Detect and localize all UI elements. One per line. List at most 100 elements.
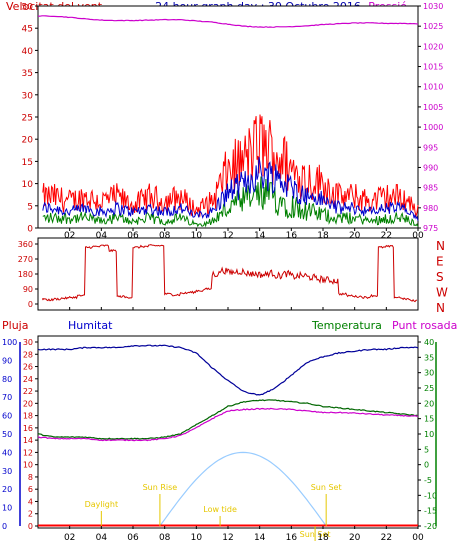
humidity-x-tick-label: 06 <box>127 533 139 543</box>
wind-min-line <box>42 176 419 228</box>
wind-x-tick-label: 14 <box>254 231 266 241</box>
wind-axis-tick-label: 25 <box>22 114 33 124</box>
humidity-panel: 0102030405060708090100024681012141618202… <box>2 338 437 543</box>
rain-axis-tick-label: 14 <box>23 436 33 445</box>
humidity-panel-frame <box>37 335 419 529</box>
humidity-axis-tick-label: 10 <box>2 504 12 513</box>
humidity-x-tick-label: 08 <box>159 533 171 543</box>
direction-axis-tick-label: 360 <box>18 240 33 249</box>
humidity-axis-tick-label: 40 <box>2 448 12 457</box>
humidity-x-tick-label: 14 <box>254 533 266 543</box>
event-label: Low tide <box>203 505 237 514</box>
wind-axis-tick-label: 0 <box>27 225 33 235</box>
rain-axis-tick-label: 20 <box>23 399 33 408</box>
pressure-axis-tick-label: 985 <box>423 184 438 193</box>
humidity-axis-tick-label: 60 <box>2 412 12 421</box>
wind-x-tick-label: 02 <box>64 231 75 241</box>
wind-x-tick-label: 20 <box>349 231 361 241</box>
temperature-axis-tick-label: 15 <box>424 415 434 424</box>
pressure-axis-tick-label: 1020 <box>423 42 443 51</box>
event-label: Sun Rise <box>143 483 178 492</box>
sun-elevation-curve <box>159 451 327 527</box>
rain-axis-tick-label: 16 <box>23 424 33 433</box>
wind-x-tick-label: 08 <box>159 231 171 241</box>
wind-avg-line <box>42 156 419 221</box>
humidity-x-tick-label: 18 <box>317 533 329 543</box>
rain-axis-tick-label: 12 <box>23 448 33 457</box>
compass-label: S <box>436 270 444 284</box>
wind-axis-tick-label: 45 <box>22 25 33 35</box>
pressure-axis-tick-label: 1000 <box>423 123 443 132</box>
wind-x-tick-label: 00 <box>412 231 424 241</box>
rain-axis-tick-label: 2 <box>28 510 33 519</box>
temperature-line <box>37 399 419 440</box>
rain-axis-tick-label: 26 <box>23 363 33 372</box>
humidity-x-tick-label: 16 <box>286 533 298 543</box>
humidity-x-tick-label: 00 <box>412 533 424 543</box>
compass-label: W <box>436 286 448 300</box>
wind-axis-tick-label: 50 <box>22 3 34 13</box>
wind-direction-line <box>42 244 418 303</box>
humidity-axis-tick-label: 70 <box>2 393 12 402</box>
humidity-axis-tick-label: 100 <box>2 338 17 347</box>
pressure-axis-tick-label: 975 <box>423 224 438 233</box>
rain-axis-tick-label: 24 <box>23 375 33 384</box>
humidity-x-tick-label: 02 <box>64 533 75 543</box>
rain-axis-tick-label: 8 <box>28 473 33 482</box>
rain-label: Pluja <box>2 319 28 332</box>
wind-axis-tick-label: 5 <box>27 202 33 212</box>
humidity-x-tick-label: 04 <box>96 533 108 543</box>
pressure-axis-tick-label: 1015 <box>423 63 443 72</box>
event-label: Daylight <box>85 500 119 509</box>
pressure-line <box>37 15 419 28</box>
wind-x-tick-label: 16 <box>286 231 298 241</box>
wind-x-tick-label: 12 <box>222 231 233 241</box>
dewpoint-label: Punt rosada <box>392 319 457 332</box>
direction-axis-tick-label: 90 <box>23 285 33 294</box>
event-label: Sun Set <box>311 483 342 492</box>
direction-axis-tick-label: 270 <box>18 255 33 264</box>
direction-axis-tick-label: 0 <box>28 300 33 309</box>
wind-x-tick-label: 06 <box>127 231 139 241</box>
dewpoint-line <box>37 407 419 442</box>
humidity-label: Humitat <box>68 319 113 332</box>
wind-gust-line <box>42 114 419 218</box>
temperature-axis-tick-label: 0 <box>424 461 429 470</box>
pressure-axis-tick-label: 990 <box>423 163 438 172</box>
event-label: Sun Set <box>300 530 331 539</box>
rain-axis-tick-label: 10 <box>23 461 33 470</box>
humidity-axis-tick-label: 50 <box>2 430 12 439</box>
rain-axis-tick-label: 4 <box>28 497 33 506</box>
humidity-x-tick-label: 10 <box>191 533 203 543</box>
temperature-label: Temperatura <box>311 319 382 332</box>
compass-label: E <box>436 255 444 269</box>
temperature-axis-tick-label: 40 <box>424 338 434 347</box>
rain-axis-tick-label: 6 <box>28 485 33 494</box>
humidity-axis-tick-label: 20 <box>2 485 12 494</box>
rain-axis-tick-label: 30 <box>23 338 33 347</box>
pressure-axis-tick-label: 1005 <box>423 103 443 112</box>
wind-axis-tick-label: 40 <box>22 47 34 57</box>
humidity-axis-tick-label: 30 <box>2 467 12 476</box>
temperature-axis-tick-label: 20 <box>424 399 434 408</box>
rain-axis-tick-label: 28 <box>23 350 33 359</box>
humidity-x-tick-label: 20 <box>349 533 361 543</box>
temperature-axis-tick-label: 30 <box>424 369 434 378</box>
compass-label: N <box>436 301 445 315</box>
humidity-axis-tick-label: 80 <box>2 375 12 384</box>
direction-panel-frame <box>37 237 419 311</box>
rain-axis-tick-label: 18 <box>23 412 33 421</box>
wind-axis-tick-label: 10 <box>22 180 34 190</box>
temperature-axis-tick-label: 10 <box>424 430 434 439</box>
temperature-axis-tick-label: -20 <box>424 522 437 531</box>
wind-x-tick-label: 04 <box>96 231 108 241</box>
pressure-axis-tick-label: 1010 <box>423 83 443 92</box>
temperature-axis-tick-label: 5 <box>424 445 429 454</box>
temperature-axis-tick-label: 35 <box>424 353 434 362</box>
humidity-axis-tick-label: 0 <box>2 522 7 531</box>
humidity-axis-tick-label: 90 <box>2 356 12 365</box>
wind-axis-tick-label: 30 <box>22 91 34 101</box>
